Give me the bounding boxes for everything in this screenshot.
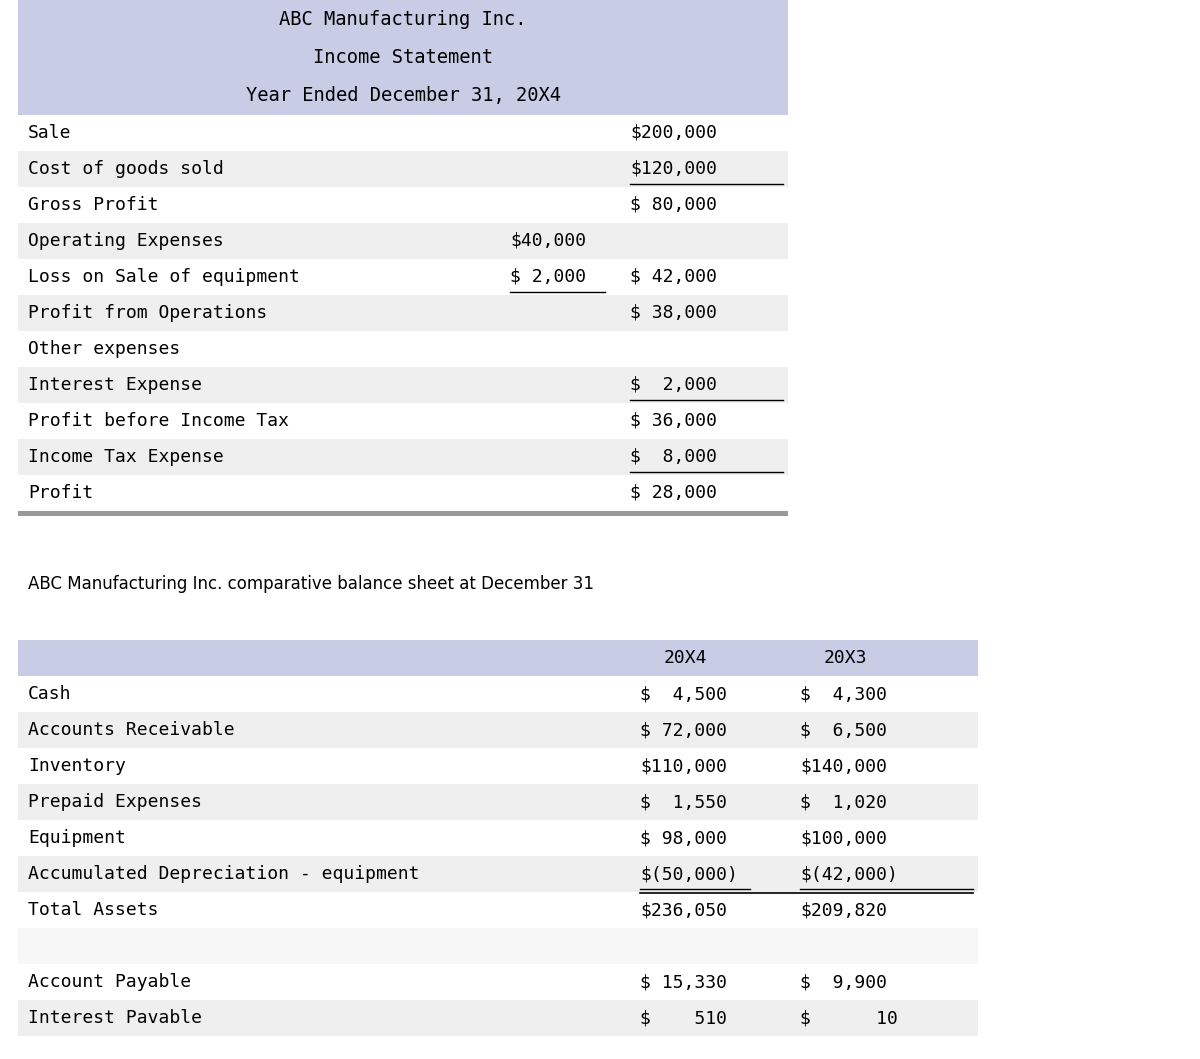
Text: $  6,500: $ 6,500 [800,721,887,739]
Text: 20X4: 20X4 [664,649,707,667]
Text: Other expenses: Other expenses [28,340,180,358]
Text: $100,000: $100,000 [800,829,887,847]
Text: ABC Manufacturing Inc.: ABC Manufacturing Inc. [280,10,527,29]
Bar [18,511,788,516]
Text: $ 98,000: $ 98,000 [640,829,727,847]
Text: $ 15,330: $ 15,330 [640,973,727,991]
Bar [18,820,978,856]
Text: $ 28,000: $ 28,000 [630,484,718,502]
Text: $209,820: $209,820 [800,901,887,919]
Text: $ 36,000: $ 36,000 [630,412,718,430]
Text: Income Statement: Income Statement [313,48,493,67]
Bar [18,748,978,784]
Text: Account Payable: Account Payable [28,973,191,991]
Text: Income Tax Expense: Income Tax Expense [28,448,223,466]
Text: $140,000: $140,000 [800,757,887,775]
Bar [18,892,978,928]
Text: Inventory: Inventory [28,757,126,775]
Text: Cost of goods sold: Cost of goods sold [28,160,223,178]
Text: Prepaid Expenses: Prepaid Expenses [28,793,202,811]
Bar [18,856,978,892]
Text: $200,000: $200,000 [630,124,718,142]
Text: $      10: $ 10 [800,1009,898,1027]
Text: Equipment: Equipment [28,829,126,847]
Bar [18,259,788,295]
Bar [18,331,788,367]
Text: $  1,550: $ 1,550 [640,793,727,811]
Bar [18,676,978,712]
Bar [18,151,788,187]
Text: $  1,020: $ 1,020 [800,793,887,811]
Text: $236,050: $236,050 [640,901,727,919]
Text: Profit before Income Tax: Profit before Income Tax [28,412,289,430]
Text: Sale: Sale [28,124,72,142]
Text: $120,000: $120,000 [630,160,718,178]
Text: Year Ended December 31, 20X4: Year Ended December 31, 20X4 [246,87,560,105]
Text: Profit from Operations: Profit from Operations [28,304,268,322]
Bar [18,439,788,475]
Text: Interest Pavable: Interest Pavable [28,1009,202,1027]
Text: $ 72,000: $ 72,000 [640,721,727,739]
Bar [18,640,978,676]
Bar [18,0,788,115]
Bar [18,223,788,259]
Text: $(42,000): $(42,000) [800,865,898,883]
Text: $    510: $ 510 [640,1009,727,1027]
Text: Accounts Receivable: Accounts Receivable [28,721,235,739]
Bar [18,403,788,439]
Bar [18,712,978,748]
Text: $  4,500: $ 4,500 [640,685,727,703]
Text: $  9,900: $ 9,900 [800,973,887,991]
Bar [18,475,788,511]
Text: $  8,000: $ 8,000 [630,448,718,466]
Text: Cash: Cash [28,685,72,703]
Text: Total Assets: Total Assets [28,901,158,919]
Bar [18,928,978,964]
Text: Accumulated Depreciation - equipment: Accumulated Depreciation - equipment [28,865,420,883]
Text: Operating Expenses: Operating Expenses [28,232,223,250]
Bar [18,187,788,223]
Text: $ 42,000: $ 42,000 [630,268,718,286]
Text: $  4,300: $ 4,300 [800,685,887,703]
Text: Interest Expense: Interest Expense [28,376,202,394]
Bar [18,1000,978,1036]
Text: 20X3: 20X3 [823,649,866,667]
Text: $110,000: $110,000 [640,757,727,775]
Bar [18,295,788,331]
Bar [18,367,788,403]
Text: $ 80,000: $ 80,000 [630,196,718,214]
Bar [18,784,978,820]
Text: Gross Profit: Gross Profit [28,196,158,214]
Text: $ 2,000: $ 2,000 [510,268,586,286]
Text: $(50,000): $(50,000) [640,865,738,883]
Bar [18,964,978,1000]
Text: Loss on Sale of equipment: Loss on Sale of equipment [28,268,300,286]
Text: $40,000: $40,000 [510,232,586,250]
Bar [18,115,788,151]
Text: $ 38,000: $ 38,000 [630,304,718,322]
Text: Profit: Profit [28,484,94,502]
Text: ABC Manufacturing Inc. comparative balance sheet at December 31: ABC Manufacturing Inc. comparative balan… [28,575,594,593]
Text: $  2,000: $ 2,000 [630,376,718,394]
